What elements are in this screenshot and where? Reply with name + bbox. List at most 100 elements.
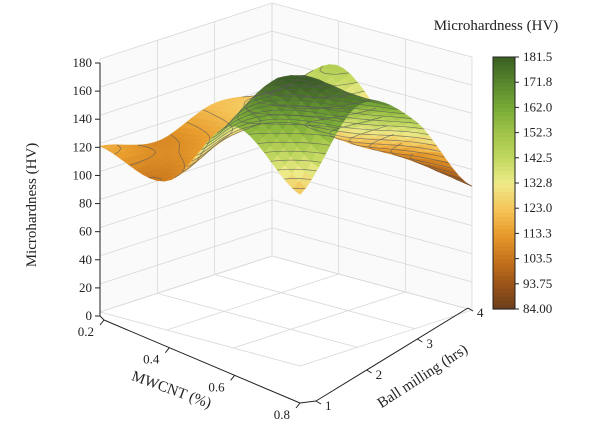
contour-line [375,127,382,130]
contour-line [341,121,351,124]
contour-line [221,129,223,131]
contour-line [414,136,425,139]
contour-line [241,111,248,115]
contour-line [170,134,175,138]
contour-line [361,145,371,148]
colorbar-band [493,170,515,176]
contour-line [304,133,316,135]
colorbar-tick-label: 123.0 [523,200,552,215]
contour-line [351,112,362,115]
contour-line [116,144,122,149]
contour-line [236,130,243,134]
contour-line [415,161,423,165]
contour-line [434,169,437,172]
contour-line [385,111,396,114]
contour-line [213,114,217,117]
colorbar-band [493,283,515,289]
x-tick-label: 0.6 [208,379,225,394]
contour-line [375,110,381,112]
contour-line [328,84,336,88]
contour-line [314,119,321,122]
grid-line [214,274,415,330]
contour-line [263,89,267,93]
contour-line [321,123,329,125]
contour-line [291,79,296,83]
contour-line [436,155,445,158]
contour-line [349,81,358,85]
contour-line [201,146,207,150]
contour-line [410,153,413,156]
colorbar-band [493,153,515,159]
colorbar-band [493,220,515,226]
contour-line [243,104,247,108]
contour-line [240,108,243,111]
contour-line [401,140,411,143]
contour-line [259,105,268,108]
colorbar-tick-label: 103.5 [523,251,552,266]
contour-line [246,109,249,111]
contour-line [308,70,314,74]
contour-line [181,169,187,173]
contour-line [292,80,299,83]
contour-line [394,135,405,137]
contour-line [433,159,442,162]
contour-line [206,147,210,151]
contour-line [376,120,388,122]
colorbar-band [493,69,515,75]
x-tick-label: 0.8 [274,407,290,422]
z-tick-label: 180 [73,55,93,70]
contour-line [310,121,320,124]
contour-line [380,147,392,150]
contour-line [455,178,458,181]
contour-line [186,121,190,124]
contour-line [372,149,381,152]
contour-line [443,169,451,173]
y-tick-label: 4 [477,305,484,320]
contour-line [191,158,197,162]
contour-line [266,95,270,98]
contour-line [208,149,211,152]
contour-line [224,134,229,138]
contour-line [394,144,406,147]
grid-line [271,199,473,255]
contour-line [233,126,239,130]
contour-line [225,128,229,132]
contour-line [382,136,389,139]
contour-line [222,136,227,141]
contour-line [315,117,324,120]
colorbar-band [493,103,515,108]
contour-line [231,132,234,134]
contour-line [303,89,314,92]
contour-line [392,153,400,157]
colorbar-band [493,304,515,310]
contour-line [195,158,200,163]
contour-line [281,84,291,87]
contour-line [231,132,237,136]
contour-line [250,111,259,114]
contour-line [182,161,185,165]
colorbar-band [493,174,515,180]
contour-line [243,118,250,122]
contour-line [227,121,231,126]
contour-line [302,100,313,102]
contour-line [199,156,203,160]
colorbar-band [493,120,515,125]
colorbar-band [493,128,515,134]
colorbar-band [493,216,515,222]
contour-line [411,122,419,125]
contour-line [326,93,331,95]
contour-line [425,157,433,160]
contour-line [327,124,337,127]
contour-line [244,125,252,129]
z-tick-label: 0 [86,308,93,323]
contour-line [221,130,226,134]
contour-line [319,112,325,115]
contour-line [221,127,225,130]
contour-line [422,161,431,164]
contour-line [334,127,341,131]
colorbar-band [493,57,515,62]
contour-line [362,109,370,113]
contour-line [233,119,239,123]
colorbar-band [493,271,515,276]
